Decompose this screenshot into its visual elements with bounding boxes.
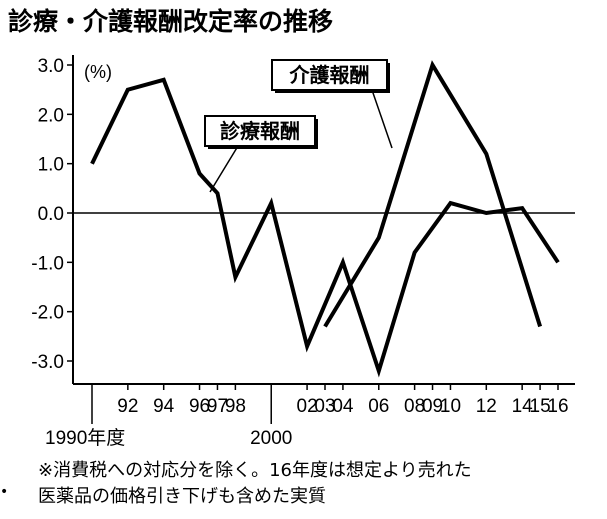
x-tick-label: 08 <box>404 396 425 417</box>
y-tick-label: 0.0 <box>38 204 64 225</box>
x-tick-label: 10 <box>440 396 461 417</box>
x-tick-label: 12 <box>476 396 497 417</box>
footnote-line-2: 医薬品の価格引き下げも含めた実質 <box>38 486 326 507</box>
series-line-shinryo <box>90 77 560 378</box>
footnote-line-1: ※消費税への対応分を除く。16年度は想定より売れた <box>38 460 472 481</box>
x-tick-label: 06 <box>368 396 389 417</box>
chart-title: 診療・介護報酬改定率の推移 <box>8 7 334 36</box>
annotation-kaigo-box <box>271 59 388 91</box>
x-tick-label: 97 <box>207 396 228 417</box>
x-tick-label: 1990年度 <box>45 427 125 449</box>
y-unit-label: (%) <box>84 62 112 82</box>
y-tick-label: 2.0 <box>38 105 64 126</box>
x-tick-label: 16 <box>547 396 568 417</box>
y-tick-label: 3.0 <box>38 56 64 77</box>
x-tick-label: 03 <box>314 396 335 417</box>
x-tick-label: 09 <box>422 396 443 417</box>
annotation-shinryo-leader <box>209 145 239 193</box>
x-tick-label: 04 <box>332 396 354 417</box>
x-tick-label: 15 <box>530 396 551 417</box>
y-tick-label: 1.0 <box>38 155 64 176</box>
annotation-shinryo-text: 診療報酬 <box>220 119 300 143</box>
series-line-kaigo <box>323 60 543 328</box>
y-tick-label: -1.0 <box>31 253 64 274</box>
x-tick-label: 98 <box>225 396 246 417</box>
annotation-shinryo-box <box>204 115 316 147</box>
annotation-kaigo-text: 介護報酬 <box>289 63 370 87</box>
x-tick-label: 02 <box>297 396 318 417</box>
y-tick-label: -2.0 <box>31 303 64 324</box>
footnote: ※消費税への対応分を除く。16年度は想定より売れた 医薬品の価格引き下げも含めた… <box>38 458 472 510</box>
x-tick-label: 14 <box>512 396 534 417</box>
x-tick-label: 2000 <box>250 428 292 449</box>
x-tick-label: 92 <box>117 396 138 417</box>
annotation-kaigo-leader <box>371 89 393 149</box>
y-tick-label: -3.0 <box>31 352 64 373</box>
footnote-dot: • <box>0 484 9 500</box>
x-tick-label: 96 <box>189 396 210 417</box>
x-tick-label: 94 <box>153 396 175 417</box>
